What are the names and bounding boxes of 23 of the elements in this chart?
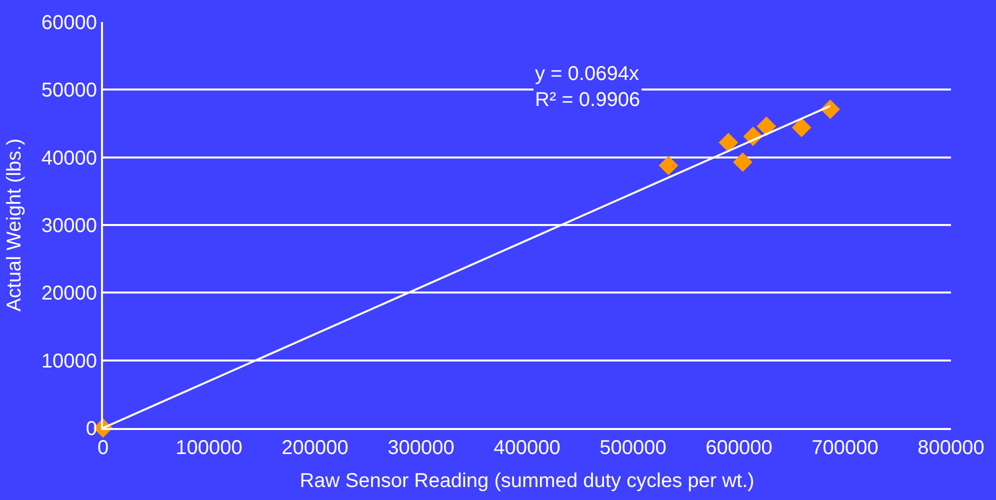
y-tick-label: 50000 xyxy=(41,80,97,102)
y-tick-label: 0 xyxy=(86,418,97,440)
annotation: y = 0.0694x R² = 0.9906 xyxy=(535,63,640,111)
x-tick-label: 800000 xyxy=(918,437,984,459)
x-tick-label: 300000 xyxy=(388,437,454,459)
point xyxy=(792,118,812,138)
point xyxy=(718,132,738,152)
point xyxy=(658,156,678,176)
y-tick-label: 20000 xyxy=(41,282,97,305)
y-tick-label: 30000 xyxy=(41,215,97,237)
x-tick-label: 100000 xyxy=(176,437,242,459)
x-tick-label: 500000 xyxy=(600,437,666,459)
point xyxy=(756,116,776,136)
y-axis-title: Actual Weight (lbs.) xyxy=(3,138,26,312)
point xyxy=(732,152,752,172)
y-tick-label: 60000 xyxy=(41,12,97,34)
x-tick-label: 600000 xyxy=(706,437,772,459)
y-tick-label: 10000 xyxy=(41,350,97,372)
x-tick-label: 400000 xyxy=(494,437,560,459)
x-axis-title: Raw Sensor Reading (summed duty cycles per wt.) xyxy=(300,470,754,492)
x-tick-label: 200000 xyxy=(282,437,348,459)
y-tick-label: 40000 xyxy=(41,147,97,170)
x-tick-label: 700000 xyxy=(812,437,878,459)
